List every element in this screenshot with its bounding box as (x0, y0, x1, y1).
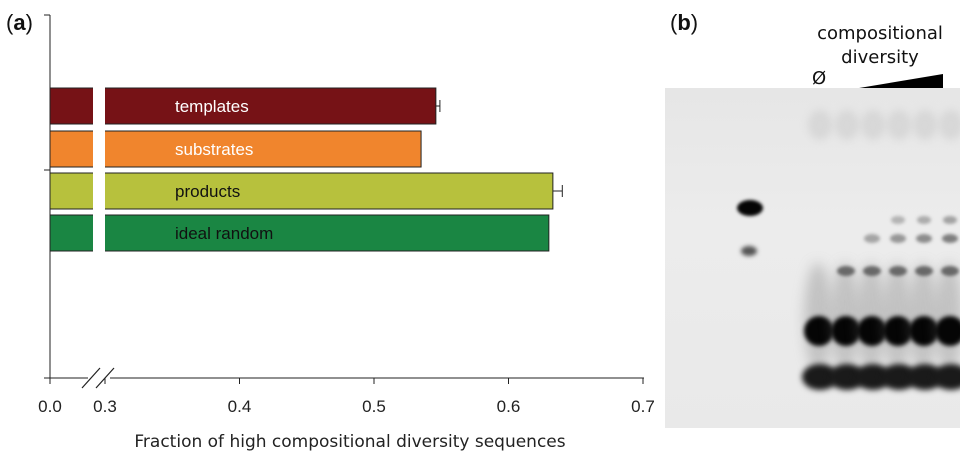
empty-lane-label: Ø (812, 68, 827, 89)
bar-break-gap (93, 130, 105, 168)
product-band-upper (915, 266, 933, 276)
product-band-upper (863, 266, 881, 276)
ladder-band-20 (741, 246, 757, 256)
product-band-lower (933, 364, 960, 390)
x-tick-label: 0.6 (497, 397, 521, 416)
bar-ideal-random (49, 214, 550, 252)
product-band-main (804, 316, 834, 346)
product-band-main (935, 316, 960, 346)
bar-break-gap (93, 214, 105, 252)
bar-group-products: products (49, 172, 563, 210)
bar-label-substrates: substrates (175, 140, 253, 159)
product-band-high (942, 234, 958, 243)
x-tick-label: 0.4 (228, 397, 252, 416)
x-axis-label: Fraction of high compositional diversity… (134, 432, 566, 452)
bar-label-ideal-random: ideal random (175, 224, 273, 243)
x-tick-label: 0.5 (362, 397, 386, 416)
product-band-main (909, 316, 939, 346)
axis-break-gap (88, 375, 110, 381)
bar-label-templates: templates (175, 97, 249, 116)
bar-group-substrates: substrates (49, 130, 422, 168)
panel-a-label: (a) (6, 10, 33, 35)
bar-break-gap (93, 87, 105, 125)
x-tick-label: 0.0 (38, 397, 62, 416)
diversity-gradient-wedge (835, 74, 943, 92)
product-band-top (943, 216, 957, 224)
product-band-high (864, 234, 880, 243)
panel-b-label: (b) (670, 10, 699, 35)
bar-products (49, 172, 554, 210)
x-tick-label: 0.3 (93, 397, 117, 416)
bar-label-products: products (175, 182, 240, 201)
product-band-main (857, 316, 887, 346)
gel-image (665, 88, 960, 428)
product-band-upper (941, 266, 959, 276)
well (861, 110, 885, 140)
product-band-upper (889, 266, 907, 276)
axis-break-mark (81, 367, 101, 389)
well (835, 110, 859, 140)
well (913, 110, 937, 140)
bar-group-ideal-random: ideal random (49, 214, 550, 252)
gel-title: compositional diversity (817, 23, 943, 68)
x-tick-label: 0.7 (631, 397, 655, 416)
product-band-high (890, 234, 906, 243)
product-band-top (891, 216, 905, 224)
bar-group-templates: templates (49, 87, 441, 125)
bar-substrates (49, 130, 422, 168)
well (808, 110, 832, 140)
product-band-upper (837, 266, 855, 276)
product-band-main (883, 316, 913, 346)
product-band-main (831, 316, 861, 346)
product-band-top (917, 216, 931, 224)
well (939, 110, 960, 140)
well (887, 110, 911, 140)
product-band-high (916, 234, 932, 243)
ladder-band-40 (737, 200, 763, 216)
bar-break-gap (93, 172, 105, 210)
